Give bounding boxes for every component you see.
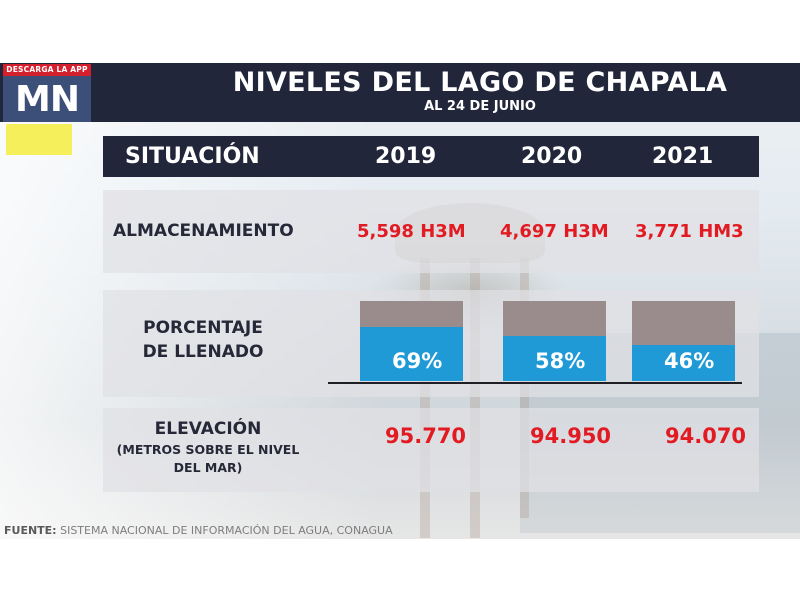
table-header-row: SITUACIÓN 2019 2020 2021 xyxy=(103,136,759,177)
fill-bar-label: 46% xyxy=(664,349,715,373)
fill-bar-level xyxy=(503,336,606,381)
infographic-frame: DESCARGA LA APP MN NIVELES DEL LAGO DE C… xyxy=(0,63,800,539)
column-header-2021: 2021 xyxy=(652,144,714,169)
background-pole xyxy=(470,258,480,538)
row-label-line-2: DE LLENADO xyxy=(142,342,264,362)
column-header-2020: 2020 xyxy=(521,144,583,169)
yellow-tag xyxy=(6,124,72,155)
brand-logo[interactable]: DESCARGA LA APP MN xyxy=(3,64,91,122)
value-2019: 5,598 H3M xyxy=(357,221,466,242)
row-label-line-3: DEL MAR) xyxy=(173,460,243,475)
value-2019: 95.770 xyxy=(385,424,467,448)
fill-bar-level xyxy=(632,345,735,381)
fill-bar-level xyxy=(360,327,463,381)
background-pole xyxy=(420,258,430,538)
fill-bar-2019: 69% xyxy=(360,301,463,381)
column-header-2019: 2019 xyxy=(375,144,437,169)
fill-bar-label: 69% xyxy=(392,349,443,373)
download-app-band[interactable]: DESCARGA LA APP xyxy=(3,64,91,76)
source-text: SISTEMA NACIONAL DE INFORMACIÓN DEL AGUA… xyxy=(56,524,393,537)
row-label-line-1: PORCENTAJE xyxy=(143,318,263,338)
value-2020: 94.950 xyxy=(530,424,612,448)
row-label-line-1: ELEVACIÓN xyxy=(154,419,262,439)
fill-bar-2020: 58% xyxy=(503,301,606,381)
value-2021: 94.070 xyxy=(665,424,747,448)
brand-logo-text: MN xyxy=(15,79,80,120)
bars-baseline xyxy=(328,382,742,384)
page-subtitle: AL 24 DE JUNIO xyxy=(424,99,536,114)
fill-bar-label: 58% xyxy=(535,349,586,373)
fill-bar-2021: 46% xyxy=(632,301,735,381)
title-bar: DESCARGA LA APP MN NIVELES DEL LAGO DE C… xyxy=(0,63,800,122)
table-row-porcentaje: PORCENTAJE DE LLENADO 69% 58% 46% xyxy=(103,290,759,397)
value-2021: 3,771 HM3 xyxy=(635,221,744,242)
page-title: NIVELES DEL LAGO DE CHAPALA xyxy=(232,67,728,98)
row-label: ALMACENAMIENTO xyxy=(113,221,294,241)
source-label: FUENTE: xyxy=(4,524,57,537)
table-row-elevacion: ELEVACIÓN (METROS SOBRE EL NIVEL DEL MAR… xyxy=(103,408,759,492)
column-header-situacion: SITUACIÓN xyxy=(125,144,260,169)
source-note: FUENTE: SISTEMA NACIONAL DE INFORMACIÓN … xyxy=(4,524,393,537)
table-row-almacenamiento: ALMACENAMIENTO 5,598 H3M 4,697 H3M 3,771… xyxy=(103,190,759,273)
row-label-line-2: (METROS SOBRE EL NIVEL xyxy=(116,442,300,457)
value-2020: 4,697 H3M xyxy=(500,221,609,242)
